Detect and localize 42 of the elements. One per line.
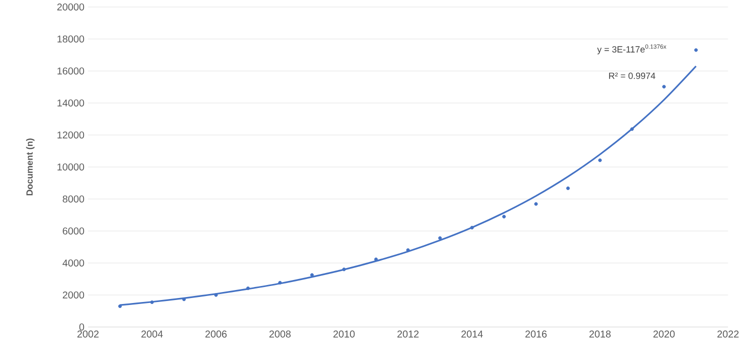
point [150, 300, 154, 304]
y-tick-label: 8000 [62, 195, 84, 203]
point [246, 286, 250, 290]
x-tick-label: 2016 [525, 330, 547, 338]
y-tick-label: 4000 [62, 259, 84, 267]
x-tick-label: 2012 [397, 330, 419, 338]
point [278, 280, 282, 284]
point [662, 84, 666, 88]
y-tick-label: 2000 [62, 291, 84, 299]
y-tick-label: 0 [79, 323, 84, 331]
point [214, 293, 218, 297]
x-tick-label: 2018 [589, 330, 611, 338]
y-axis-title: Document (n) [26, 138, 34, 196]
annotation: R² = 0.9974 [609, 72, 656, 79]
x-tick-label: 2006 [205, 330, 227, 338]
x-tick-label: 2014 [461, 330, 483, 338]
point [438, 236, 442, 240]
y-tick-label: 6000 [62, 227, 84, 235]
y-tick-label: 16000 [58, 67, 84, 75]
point [342, 268, 346, 272]
x-tick-label: 2020 [653, 330, 675, 338]
point [118, 304, 122, 308]
point [630, 127, 634, 131]
y-tick-label: 18000 [58, 35, 84, 43]
annotation: y = 3E-117e$^{0.1376x}$ [597, 44, 666, 54]
point [566, 186, 570, 190]
x-tick-label: 2002 [77, 330, 99, 338]
point [694, 48, 698, 52]
x-tick-label: 2010 [333, 330, 355, 338]
y-tick-label: 10000 [58, 163, 84, 171]
y-tick-label: 14000 [58, 99, 84, 107]
point [534, 202, 538, 206]
y-tick-label: 12000 [58, 131, 84, 139]
x-tick-label: 2008 [269, 330, 291, 338]
point [310, 273, 314, 277]
x-tick-label: 2004 [141, 330, 163, 338]
x-tick-label: 2022 [717, 330, 739, 338]
point [406, 248, 410, 252]
point [598, 158, 602, 162]
y-tick-label: 20000 [57, 3, 84, 11]
point [470, 226, 474, 230]
point [502, 214, 506, 218]
